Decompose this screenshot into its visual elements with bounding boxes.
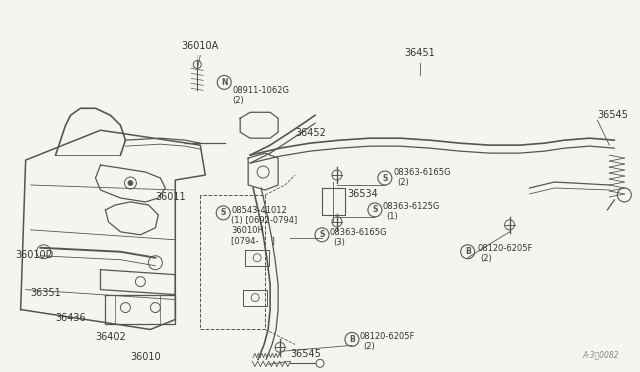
Text: S: S xyxy=(319,230,324,239)
Text: 36010D: 36010D xyxy=(15,250,54,260)
Circle shape xyxy=(128,180,133,186)
Text: 08363-6165G: 08363-6165G xyxy=(394,167,451,177)
Text: N: N xyxy=(221,78,227,87)
Text: 36545: 36545 xyxy=(290,349,321,359)
Text: (3): (3) xyxy=(333,238,345,247)
Text: 08120-6205F: 08120-6205F xyxy=(477,244,533,253)
Text: 36436: 36436 xyxy=(56,312,86,323)
Text: (2): (2) xyxy=(232,96,244,105)
Text: S: S xyxy=(221,208,226,217)
Text: (1): (1) xyxy=(386,212,397,221)
Text: (1) [0692-0794]: (1) [0692-0794] xyxy=(231,217,298,225)
Text: B: B xyxy=(465,247,470,256)
Text: A·3〔0082: A·3〔0082 xyxy=(583,350,620,359)
Text: 36452: 36452 xyxy=(295,128,326,138)
Text: [0794-     ]: [0794- ] xyxy=(231,236,275,245)
Text: 36010: 36010 xyxy=(130,352,161,362)
Text: S: S xyxy=(382,173,388,183)
Text: 36451: 36451 xyxy=(404,48,435,58)
Text: 08363-6165G: 08363-6165G xyxy=(330,228,387,237)
Text: 08911-1062G: 08911-1062G xyxy=(232,86,289,95)
Text: 36351: 36351 xyxy=(31,288,61,298)
Text: B: B xyxy=(349,335,355,344)
Text: 08543-41012: 08543-41012 xyxy=(231,206,287,215)
Text: 36010A: 36010A xyxy=(182,41,219,51)
Text: (2): (2) xyxy=(363,342,374,351)
Text: (2): (2) xyxy=(481,254,492,263)
Text: S: S xyxy=(372,205,378,214)
Text: 36545: 36545 xyxy=(597,110,628,120)
Text: (2): (2) xyxy=(397,177,408,186)
Text: 36011: 36011 xyxy=(156,192,186,202)
Text: 08120-6205F: 08120-6205F xyxy=(360,332,415,341)
Text: 08363-6125G: 08363-6125G xyxy=(383,202,440,211)
Text: 36010H: 36010H xyxy=(231,226,264,235)
Text: 36402: 36402 xyxy=(95,333,126,343)
Text: 36534: 36534 xyxy=(347,189,378,199)
